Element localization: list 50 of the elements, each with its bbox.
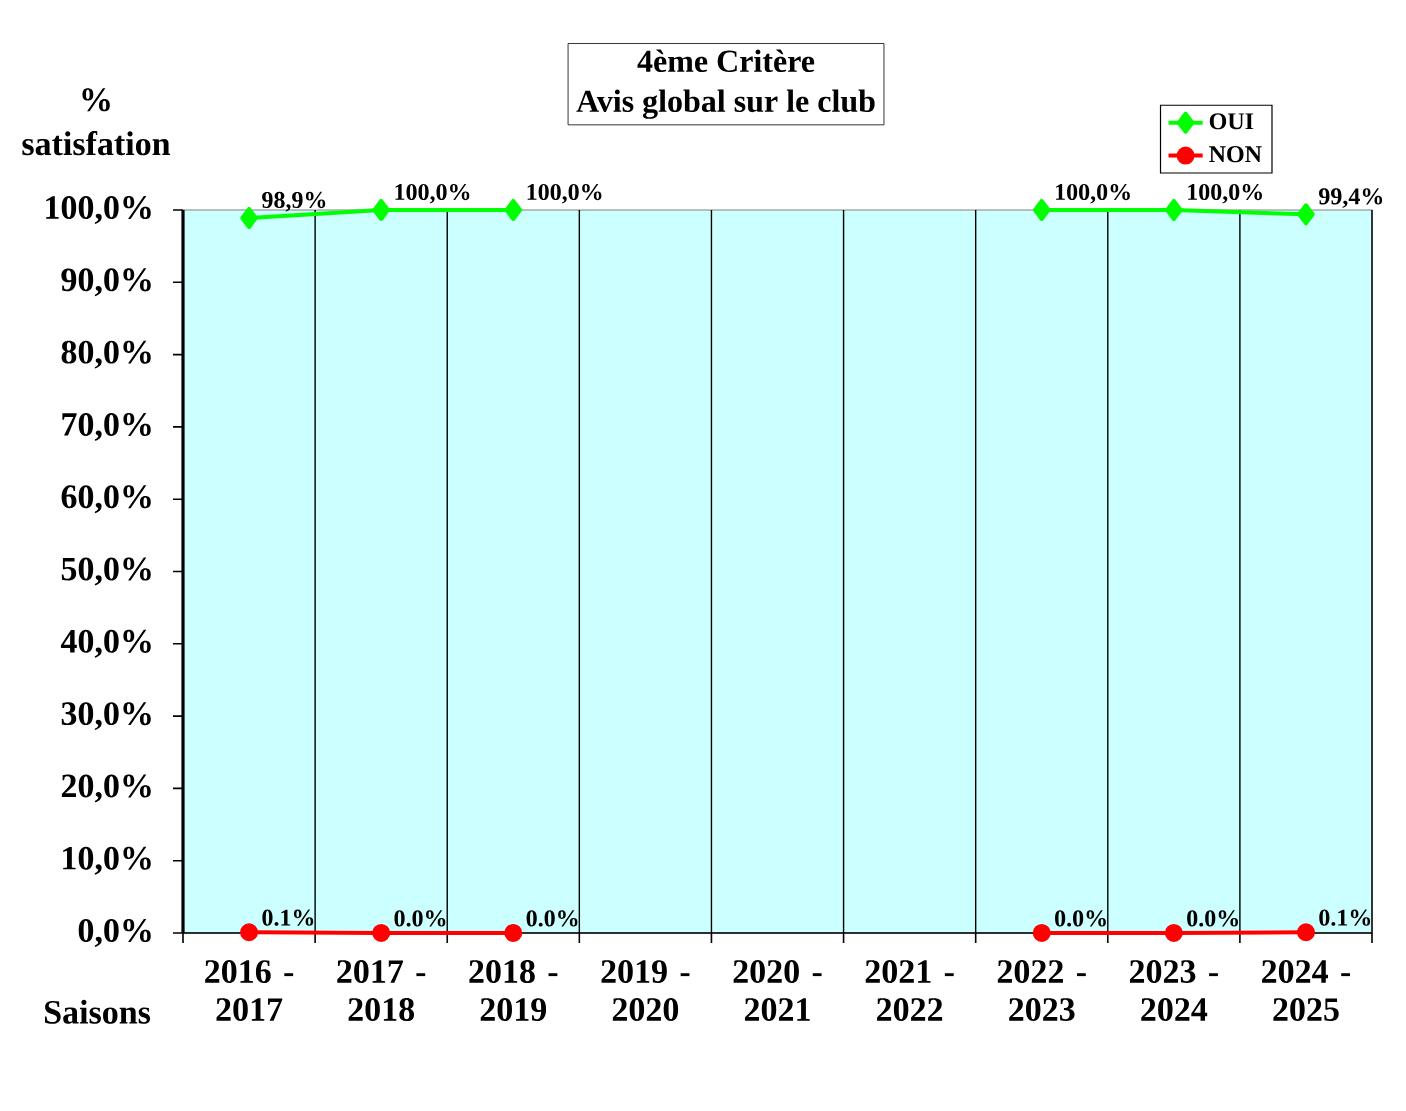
point bbox=[1164, 923, 1183, 942]
point bbox=[1032, 923, 1051, 942]
y-tick-label: 40,0% bbox=[60, 629, 151, 658]
legend-label: OUI bbox=[1209, 113, 1254, 130]
point bbox=[372, 198, 390, 221]
point bbox=[1297, 203, 1315, 226]
point bbox=[240, 206, 258, 229]
x-tick-label: 2018 - 2019 bbox=[469, 960, 558, 1022]
point bbox=[240, 923, 259, 942]
x-tick-label: 2022 - 2023 bbox=[997, 960, 1086, 1022]
y-axis-title: % satisfation bbox=[22, 88, 171, 156]
point bbox=[504, 923, 523, 942]
data-label: 99,4% bbox=[1319, 188, 1383, 208]
x-axis-title: Saisons bbox=[45, 999, 151, 1024]
y-tick-label: 50,0% bbox=[61, 557, 151, 586]
point bbox=[504, 198, 523, 221]
y-tick-label: 10,0% bbox=[63, 846, 151, 875]
data-label: 0.0% bbox=[526, 910, 578, 927]
y-tick-label: 30,0% bbox=[61, 702, 151, 731]
y-tick-label: 0,0% bbox=[78, 919, 151, 947]
point bbox=[372, 923, 391, 942]
x-tick-label: 2017 - 2018 bbox=[337, 960, 426, 1022]
x-tick-label: 2023 - 2024 bbox=[1129, 960, 1218, 1022]
data-label: 100,0% bbox=[1056, 183, 1130, 204]
data-label: 100,0% bbox=[527, 183, 602, 204]
chart-subtitle: Avis global sur le club bbox=[576, 89, 875, 119]
point bbox=[1165, 198, 1183, 221]
legend-label: NON bbox=[1209, 146, 1262, 163]
data-label: 0.0% bbox=[1187, 910, 1238, 927]
x-tick-label: 2019 - 2020 bbox=[601, 960, 690, 1022]
y-tick-label: 20,0% bbox=[61, 774, 151, 803]
point bbox=[1296, 923, 1315, 942]
point bbox=[1032, 198, 1051, 221]
data-label: 0.1% bbox=[1319, 909, 1371, 926]
x-tick-label: 2016 - 2017 bbox=[205, 960, 294, 1022]
x-tick-label: 2020 - 2021 bbox=[733, 960, 822, 1022]
data-label: 100,0% bbox=[395, 183, 470, 204]
y-tick-label: 70,0% bbox=[62, 412, 151, 441]
data-label: 0.1% bbox=[262, 909, 314, 926]
chart-title: 4ème Critère bbox=[637, 49, 815, 73]
y-tick-label: 60,0% bbox=[61, 485, 151, 514]
data-label: 98,9% bbox=[262, 191, 326, 212]
y-tick-label: 100,0% bbox=[46, 196, 151, 224]
x-tick-label: 2021 - 2022 bbox=[865, 960, 954, 1022]
y-tick-label: 80,0% bbox=[61, 340, 151, 369]
data-label: 0.0% bbox=[1055, 910, 1106, 927]
y-tick-label: 90,0% bbox=[61, 268, 151, 297]
data-label: 0.0% bbox=[394, 910, 446, 927]
data-label: 100,0% bbox=[1188, 183, 1262, 204]
x-tick-label: 2024 - 2025 bbox=[1262, 960, 1351, 1022]
